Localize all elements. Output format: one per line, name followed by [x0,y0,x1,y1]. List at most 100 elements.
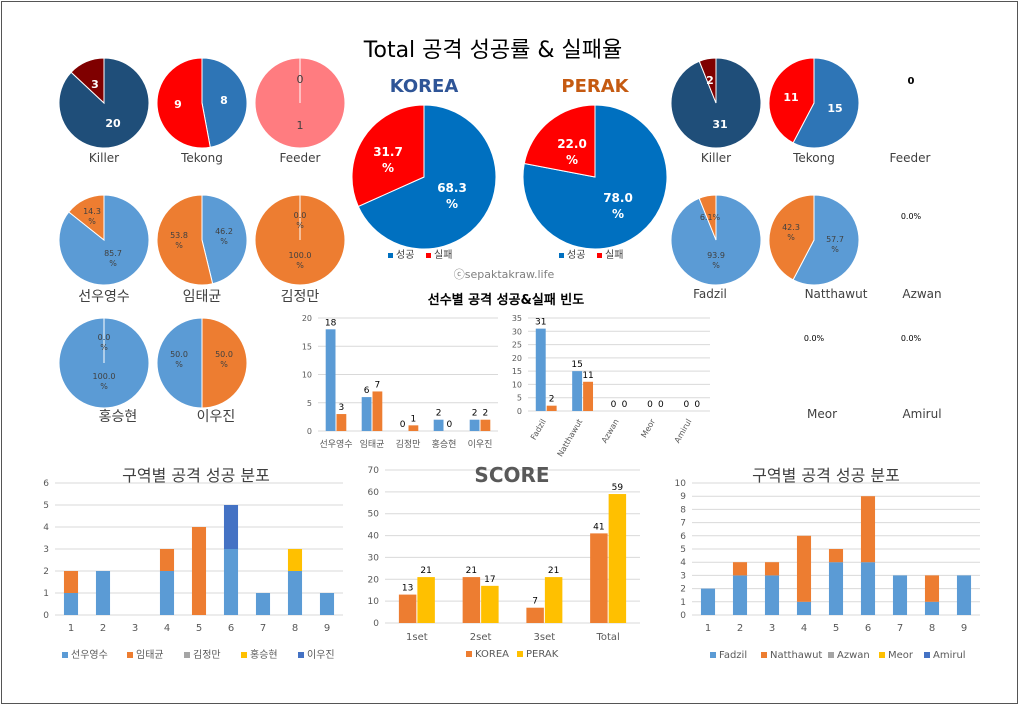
perak-pie-value: % [787,233,795,242]
korea-zone-dist-bar [223,505,239,549]
korea-pie-value: % [109,259,117,268]
score-chart-legend-label: KOREA [475,649,509,660]
score-chart: 0 10 20 30 40 50 60 70 13 21 1set 21 17 2set 7 21 3set 41… [368,463,640,660]
korea-zone-dist-bar [63,571,79,593]
korea-zone-dist-category: 5 [196,623,202,634]
score-chart-ytick: 50 [368,510,380,520]
perak-zone-dist-legend-swatch [710,652,716,658]
korea-zone-dist-bar [191,527,207,615]
perak-player-freq-bar [535,328,546,411]
perak-zone-dist-ytick: 0 [680,611,686,621]
korea-player-freq-data-label: 3 [339,403,345,413]
korea-zone-dist-ytick: 6 [43,479,49,489]
korea-player-freq-category: 홍승현 [432,438,457,450]
korea-player-freq-bar [336,414,347,431]
score-chart-data-label: 41 [593,522,604,532]
perak-zone-dist-bar [764,562,780,576]
korea-zone-dist-ytick: 5 [43,501,49,511]
korea-pie-value: 9 [174,98,182,111]
perak-zone-dist-legend-label: Azwan [837,650,870,661]
korea-zone-dist-legend-label: 김정만 [193,649,221,661]
korea-pie-7-slice [201,317,248,409]
korea-zone-dist-bar [255,593,271,615]
score-chart-bar [544,577,563,623]
perak-zone-dist-title: 구역별 공격 성공 분포 [752,466,900,485]
korea-zone-dist-bar [63,593,79,615]
korea-big-pie-slice [351,104,425,208]
korea-player-freq-category: 김정만 [396,438,421,450]
korea-player-freq-bar [372,391,383,431]
perak-zone-dist-bar [828,562,844,615]
korea-player-freq-data-label: 0 [447,420,453,430]
perak-pie-value: 0.0% [901,212,922,221]
perak-player-freq-data-label: 2 [549,395,555,405]
perak-zone-dist-bar [924,601,940,615]
perak-player-freq-data-label: 0 [611,400,617,410]
korea-pie-value: 8 [220,94,228,107]
perak-zone-dist-ytick: 7 [680,519,686,529]
korea-player-freq-data-label: 2 [436,409,442,419]
perak-zone-dist-bar [892,575,908,615]
perak-zone-dist-category: 7 [897,623,903,634]
score-chart-data-label: 21 [548,566,559,576]
korea-pie-3 [58,194,150,286]
korea-pie-7-slice [156,317,203,409]
perak-pie-label: Killer [701,151,731,165]
perak-legend-swatch [597,253,602,258]
korea-player-freq-bar [480,419,491,431]
perak-zone-dist-ytick: 10 [675,479,687,489]
perak-player-freq-category: Meor [639,417,657,439]
perak-player-freq-data-label: 0 [658,400,664,410]
perak-player-freq-ytick: 15 [512,367,522,376]
perak-pie-value: 2 [706,74,714,87]
korea-player-freq-bar [433,419,444,431]
perak-player-freq-ytick: 35 [512,314,522,323]
korea-zone-dist-bar [159,571,175,615]
perak-zone-dist-ytick: 9 [680,492,686,502]
perak-success-unit: % [612,207,624,221]
score-chart-bar [608,494,627,623]
korea-pie-value: 0.0 [98,333,111,342]
perak-player-freq-category: Azwan [600,418,621,445]
korea-player-freq-title: 선수별 공격 성공&실패 빈도 [428,292,585,308]
perak-zone-dist-category: 4 [801,623,807,634]
korea-fail-unit: % [382,161,394,175]
korea-pie-value: 50.0 [170,350,188,359]
korea-pie-value: 100.0 [93,372,116,381]
korea-player-freq-ytick: 10 [302,371,312,380]
perak-pie-value: 0.0% [804,334,825,343]
perak-zone-dist-category: 8 [929,623,935,634]
korea-pie-value: 14.3 [83,207,101,216]
perak-pie-4-slice [768,194,815,281]
korea-pie-1 [156,57,248,149]
score-chart-category: 3set [534,632,556,643]
korea-zone-dist-title: 구역별 공격 성공 분포 [122,466,270,485]
korea-fail-label: 31.7 [373,145,403,159]
perak-zone-dist-legend-label: Meor [888,650,914,661]
perak-zone-dist-bar [796,601,812,615]
perak-pie-value: 11 [783,91,798,104]
korea-pie-value: % [175,360,183,369]
korea-pie-value: % [220,237,228,246]
korea-pie-value: 85.7 [104,249,122,258]
perak-pie-0 [670,57,762,149]
perak-success-label: 78.0 [603,191,633,205]
perak-zone-dist-category: 9 [961,623,967,634]
score-chart-data-label: 21 [420,566,431,576]
perak-player-freq-data-label: 31 [535,318,546,328]
korea-zone-dist-ytick: 4 [43,523,49,533]
perak-legend-fail: 실패 [605,249,623,261]
korea-zone-dist-category: 1 [68,623,74,634]
korea-zone-dist-ytick: 3 [43,545,49,555]
perak-zone-dist-category: 1 [705,623,711,634]
perak-pie-3 [670,194,762,286]
korea-legend-success: 성공 [396,249,414,261]
perak-zone-dist-legend-swatch [879,652,885,658]
score-chart-ytick: 10 [368,597,380,607]
korea-player-freq-data-label: 2 [472,409,478,419]
perak-pie-label: Amirul [902,407,941,421]
perak-zone-dist-bar [828,549,844,563]
score-chart-data-label: 21 [466,566,477,576]
